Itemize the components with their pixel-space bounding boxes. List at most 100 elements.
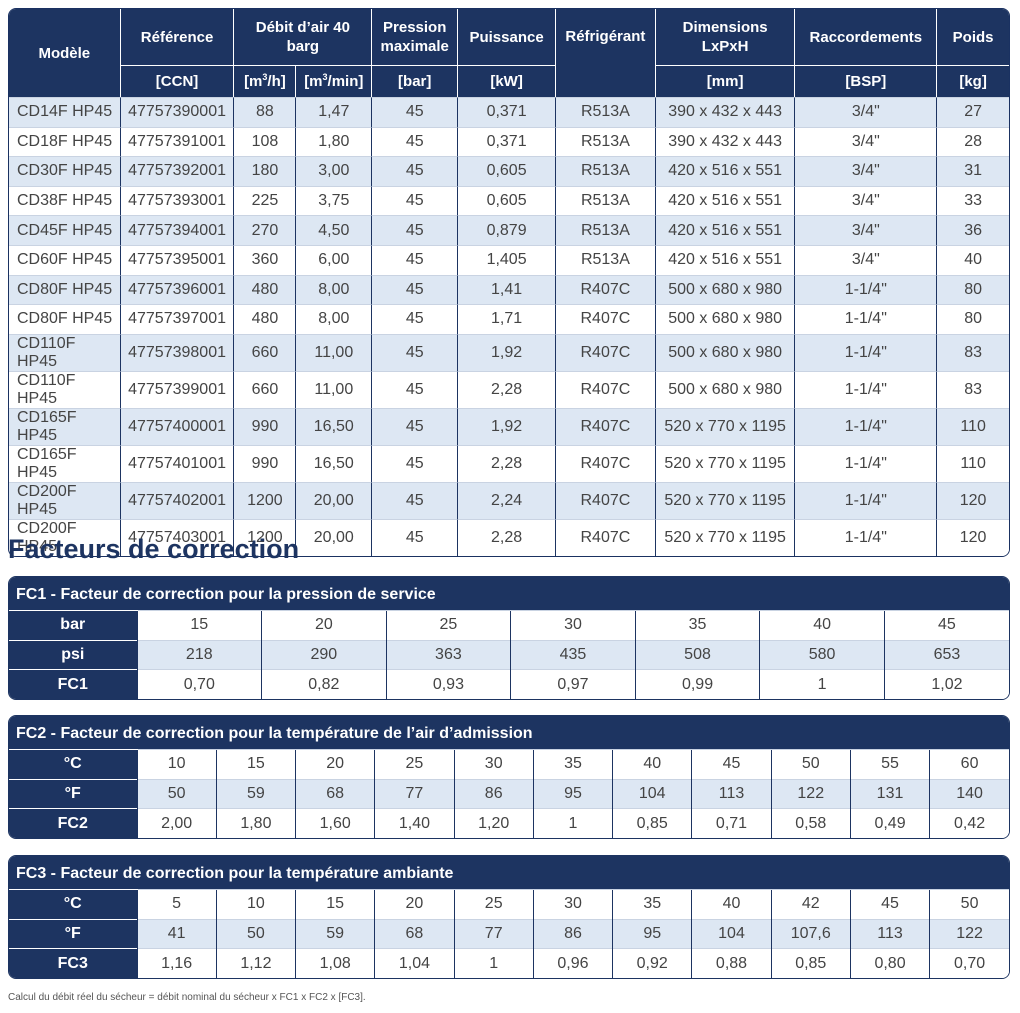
dryer-specs-body: CD14F HP45 47757390001 88 1,47 45 0,371 R513A 3… [9, 97, 1009, 556]
table-cell: 8,00 [296, 304, 373, 334]
unit-weight: [kg] [937, 65, 1009, 97]
table-cell: 40 [937, 244, 1009, 275]
fc2-row: °F 50 59 68 77 86 95 104 113 122 131 140 [9, 778, 1009, 809]
table-cell: 45 [372, 444, 459, 482]
table-cell: 0,371 [458, 97, 556, 127]
fc2-box: FC2 - Facteur de correction pour la temp… [8, 715, 1010, 839]
fc3-cell: 25 [453, 889, 534, 919]
fc3-cell: 45 [849, 889, 930, 919]
table-cell: 83 [937, 333, 1009, 371]
fc1-cell: 0,97 [510, 669, 636, 699]
table-row: CD45F HP45 47757394001 270 4,50 45 0,879 R513A… [9, 215, 1009, 245]
header-weight: Poids [937, 9, 1009, 65]
fc1-cell: 30 [510, 610, 636, 640]
fc2-cell: 68 [295, 778, 375, 809]
table-cell: 500 x 680 x 980 [655, 274, 796, 305]
table-cell: 2,28 [458, 444, 556, 482]
fc1-cell: 290 [261, 639, 387, 670]
table-cell: 0,371 [458, 126, 556, 157]
fc1-cell: 218 [136, 639, 262, 670]
fc1-cell: 1 [759, 669, 885, 699]
table-cell: 1200 [234, 518, 297, 556]
fc3-cell: 68 [374, 918, 455, 949]
fc1-row: bar 15 20 25 30 35 40 45 [9, 610, 1009, 640]
table-cell: 80 [937, 274, 1009, 305]
table-cell: 1,80 [296, 126, 373, 157]
table-cell: 1,47 [296, 97, 373, 127]
fc3-cell: 0,92 [612, 948, 692, 978]
table-cell: 47757403001 [120, 518, 235, 556]
table-cell: CD60F HP45 [9, 244, 121, 275]
fc1-cell: 15 [136, 610, 262, 640]
table-cell: 520 x 770 x 1195 [655, 518, 796, 556]
table-cell: 120 [937, 518, 1009, 556]
fc2-cell: 2,00 [136, 808, 217, 838]
fc2-cell: 15 [215, 749, 296, 779]
fc2-cell: 77 [374, 778, 455, 809]
table-cell: 2,28 [458, 518, 556, 556]
fc2-cell: 50 [136, 778, 217, 809]
table-cell: 45 [372, 156, 459, 186]
unit-airflow-min-post: /min] [327, 73, 364, 90]
table-cell: 520 x 770 x 1195 [655, 444, 796, 482]
table-cell: 1-1/4" [795, 407, 938, 445]
fc3-cell: 20 [374, 889, 455, 919]
fc2-row-label: °F [9, 778, 137, 809]
table-cell: 47757394001 [120, 215, 235, 245]
table-cell: 990 [234, 407, 297, 445]
table-cell: 83 [937, 370, 1009, 408]
table-cell: 110 [937, 444, 1009, 482]
table-cell: 3/4" [795, 244, 938, 275]
table-cell: 500 x 680 x 980 [655, 370, 796, 408]
table-cell: 0,605 [458, 185, 556, 216]
table-cell: CD80F HP45 [9, 274, 121, 305]
table-cell: 500 x 680 x 980 [655, 304, 796, 334]
header-reference: Référence [120, 9, 235, 65]
fc3-cell: 1,12 [215, 948, 296, 978]
fc3-cell: 95 [612, 918, 692, 949]
table-cell: 420 x 516 x 551 [655, 215, 796, 245]
table-cell: 3/4" [795, 126, 938, 157]
table-cell: CD14F HP45 [9, 97, 121, 127]
fc3-cell: 10 [215, 889, 296, 919]
fc3-cell: 42 [770, 889, 851, 919]
fc1-row-label: psi [9, 639, 137, 670]
unit-dimensions: [mm] [655, 65, 796, 97]
table-cell: 33 [937, 185, 1009, 216]
header-model: Modèle [9, 9, 121, 97]
fc2-cell: 59 [215, 778, 296, 809]
unit-airflow-min: [m3/min] [296, 65, 373, 97]
table-cell: 80 [937, 304, 1009, 334]
fc2-cell: 140 [929, 778, 1009, 809]
table-cell: 45 [372, 244, 459, 275]
fc1-cell: 580 [759, 639, 885, 670]
table-cell: 47757402001 [120, 481, 235, 519]
header-dimensions: Dimensions LxPxH [655, 9, 796, 65]
unit-pressure: [bar] [372, 65, 459, 97]
table-cell: R513A [555, 126, 656, 157]
table-cell: 3,00 [296, 156, 373, 186]
fc2-cell: 20 [295, 749, 375, 779]
fc1-cell: 35 [634, 610, 760, 640]
fc3-cell: 122 [929, 918, 1009, 949]
table-cell: 45 [372, 304, 459, 334]
fc3-row: °C 5 10 15 20 25 30 35 40 42 45 50 [9, 889, 1009, 919]
fc3-row-label: FC3 [9, 948, 137, 978]
table-cell: R407C [555, 274, 656, 305]
footnote: Calcul du débit réel du sécheur = débit … [8, 992, 366, 1003]
table-cell: 16,50 [296, 444, 373, 482]
table-cell: 2,24 [458, 481, 556, 519]
table-cell: 1-1/4" [795, 444, 938, 482]
table-cell: 47757398001 [120, 333, 235, 371]
fc3-cell: 0,80 [849, 948, 930, 978]
fc3-cell: 50 [215, 918, 296, 949]
header-dimensions-text: Dimensions LxPxH [682, 19, 768, 55]
table-row: CD38F HP45 47757393001 225 3,75 45 0,605 R513A… [9, 185, 1009, 216]
fc2-row: °C 10 15 20 25 30 35 40 45 50 55 60 [9, 749, 1009, 779]
header-airflow: Débit d’air 40 barg [234, 9, 373, 65]
table-row: CD80F HP45 47757397001 480 8,00 45 1,71 R407C 5… [9, 304, 1009, 334]
table-cell: 47757390001 [120, 97, 235, 127]
fc3-row-label: °C [9, 889, 137, 919]
table-cell: 3/4" [795, 156, 938, 186]
table-row: CD165F HP45 47757401001 990 16,50 45 2,28 R407… [9, 444, 1009, 482]
